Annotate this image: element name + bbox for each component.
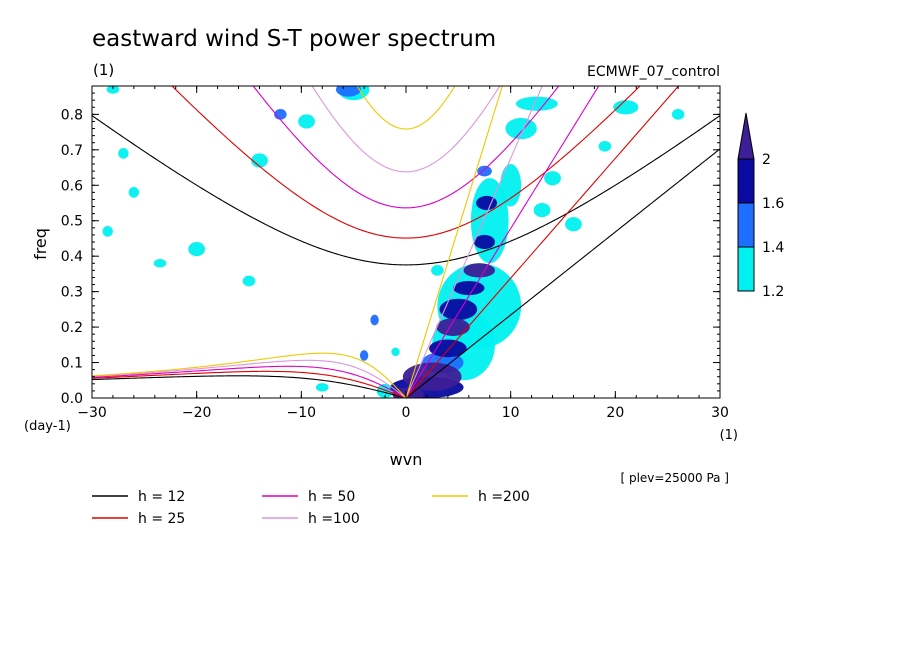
power-patch-13 <box>251 153 268 168</box>
power-patch-19 <box>106 86 120 94</box>
plev-note: [ plev=25000 Pa ] <box>620 471 729 485</box>
legend-label-h25: h = 25 <box>138 511 185 527</box>
source-label: ECMWF_07_control <box>587 64 720 80</box>
power-patch-41 <box>436 318 470 336</box>
rossby-curve-h50 <box>92 365 407 398</box>
y-tick-label: 0.7 <box>61 143 83 159</box>
colorbar-label: 1.4 <box>762 240 784 256</box>
power-contours <box>102 86 685 398</box>
kelvin-curve-h25 <box>405 86 680 398</box>
x-tick-label: −20 <box>182 405 212 421</box>
y-tick-label: 0.2 <box>61 320 83 336</box>
power-patch-17 <box>102 226 113 237</box>
colorbar-label: 2 <box>762 152 771 168</box>
power-patch-4 <box>500 164 522 207</box>
x-tick-label: 0 <box>402 405 411 421</box>
x-tick-label: 10 <box>502 405 520 421</box>
y-tick-label: 0.5 <box>61 214 83 230</box>
rossby-curve-h25 <box>92 370 407 398</box>
power-patch-30 <box>274 109 287 120</box>
x-axis-label: wvn <box>390 450 423 469</box>
colorbar-segment-3 <box>737 158 755 204</box>
dispersion-curves <box>92 86 720 398</box>
rossby-curve-h12 <box>92 375 407 398</box>
power-patch-37 <box>474 234 495 250</box>
power-patch-20 <box>128 187 140 198</box>
y-tick-label: 0.6 <box>61 178 83 194</box>
power-patch-32 <box>359 350 369 361</box>
kelvin-curve-h50 <box>405 86 600 398</box>
colorbar-segment-1 <box>737 246 755 292</box>
power-patch-42 <box>463 263 495 278</box>
x-axis-unit: (1) <box>720 428 738 443</box>
power-patch-22 <box>431 265 444 276</box>
power-patch-8 <box>533 203 551 218</box>
inertia-gravity-curve-h25 <box>171 86 641 239</box>
kelvin-curve-h100 <box>405 86 543 398</box>
y-axis-label: freq <box>31 228 50 260</box>
y-tick-label: 0.3 <box>61 285 83 301</box>
x-tick-label: −10 <box>287 405 317 421</box>
power-patch-26 <box>376 383 394 398</box>
kelvin-curve-h12 <box>405 148 720 398</box>
kelvin-curve-h200 <box>405 86 503 398</box>
inertia-gravity-curve-h12 <box>92 115 720 266</box>
power-patch-21 <box>315 383 329 392</box>
power-patch-36 <box>453 281 485 296</box>
rossby-curve-h100 <box>92 359 407 398</box>
colorbar-segment-2 <box>737 202 755 248</box>
power-patch-38 <box>476 195 498 211</box>
power-patch-16 <box>242 275 256 287</box>
y-axis-unit: (day-1) <box>24 419 71 434</box>
chart-title: eastward wind S-T power spectrum <box>92 26 496 52</box>
colorbar-extend-triangle <box>737 112 755 160</box>
inertia-gravity-curve-h50 <box>252 86 560 209</box>
inertia-gravity-curve-h200 <box>356 86 456 130</box>
power-patch-15 <box>188 242 206 257</box>
legend-label-h200: h =200 <box>478 489 530 505</box>
power-patch-28 <box>477 165 492 177</box>
plot-frame <box>91 85 721 399</box>
power-patch-5 <box>505 117 537 140</box>
y-tick-label: 0.1 <box>61 356 83 372</box>
power-patch-14 <box>153 259 167 268</box>
legend-label-h100: h =100 <box>308 511 360 527</box>
inertia-gravity-curve-h100 <box>311 86 501 173</box>
power-patch-18 <box>118 148 129 159</box>
y-tick-label: 0.0 <box>61 391 83 407</box>
rossby-curve-h200 <box>92 352 407 398</box>
power-patch-34 <box>429 339 467 358</box>
x-tick-label: −30 <box>77 405 107 421</box>
power-patch-9 <box>565 217 582 232</box>
chart-subtitle: (1) <box>93 61 114 79</box>
legend: h = 12 h = 25 h = 50 h =100 h =200 <box>92 489 530 527</box>
x-tick-label: 30 <box>711 405 729 421</box>
y-tick-label: 0.8 <box>61 107 83 123</box>
power-patch-12 <box>298 114 315 129</box>
power-patch-10 <box>613 100 639 115</box>
power-patch-25 <box>671 109 685 120</box>
power-patch-7 <box>544 171 561 186</box>
axes: −30 −20 −10 0 10 20 30 0.0 0.1 0.2 0.3 0.4 0.5 0.6 0.7… <box>61 86 729 421</box>
colorbar: 1.2 1.4 1.6 2 <box>737 112 784 300</box>
power-patch-35 <box>439 298 478 321</box>
legend-label-h50: h = 50 <box>308 489 355 505</box>
power-patch-23 <box>391 347 400 357</box>
colorbar-label: 1.2 <box>762 284 784 300</box>
power-patch-24 <box>598 140 612 152</box>
colorbar-label: 1.6 <box>762 196 784 212</box>
power-patch-31 <box>370 314 379 326</box>
y-tick-label: 0.4 <box>61 249 83 265</box>
x-tick-label: 20 <box>606 405 624 421</box>
legend-label-h12: h = 12 <box>138 489 185 505</box>
power-patch-29 <box>335 86 361 97</box>
